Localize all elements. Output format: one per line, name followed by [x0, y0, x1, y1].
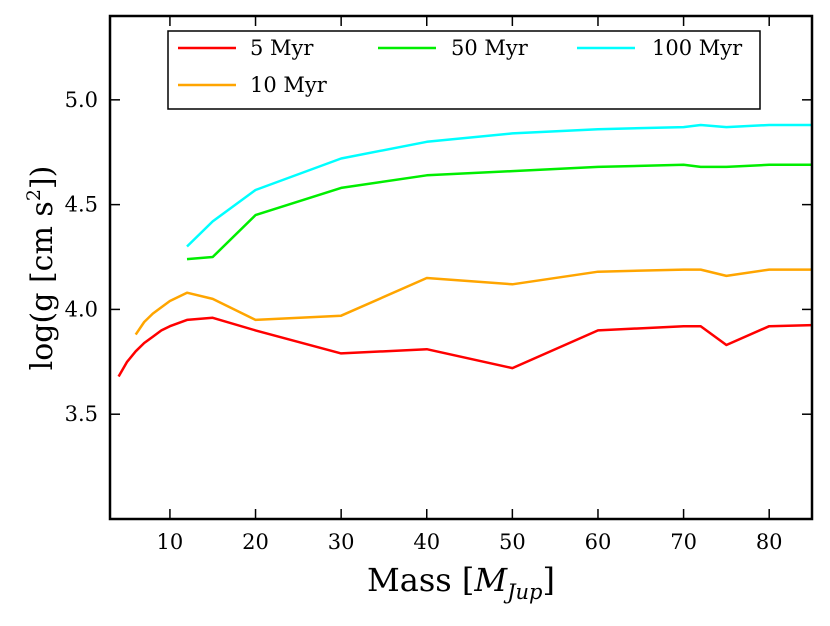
legend-label-5-myr: 5 Myr: [250, 36, 314, 60]
x-tick-label: 60: [585, 530, 612, 554]
x-axis-title-sub: Jup: [503, 580, 542, 604]
y-axis-title-close: ]): [25, 166, 60, 189]
legend-label-10-myr: 10 Myr: [250, 73, 328, 97]
y-tick-label: 4.0: [65, 297, 98, 321]
x-tick-label: 80: [756, 530, 783, 554]
x-tick-label: 30: [328, 530, 355, 554]
series-line-50-myr: [186, 163, 812, 261]
x-tick-label: 50: [499, 530, 526, 554]
ticks-layer: 10 20 30 40 50 60 70 80 3.5 4.0 4.5 5.0: [65, 16, 812, 554]
series-layer: [117, 123, 813, 378]
legend: 5 Myr 10 Myr 50 Myr 100 Myr: [167, 30, 761, 110]
legend-label-50-myr: 50 Myr: [451, 36, 529, 60]
x-axis-title-text: Mass [: [367, 561, 474, 599]
x-axis-title: Mass [MJup]: [367, 561, 555, 604]
y-axis-title: log(g [cm s2]): [23, 166, 60, 371]
x-tick-label: 40: [413, 530, 440, 554]
series-line-100-myr: [186, 123, 812, 248]
y-tick-label: 5.0: [65, 88, 98, 112]
x-axis-title-var: M: [473, 561, 508, 599]
x-axis-title-close: ]: [543, 561, 555, 599]
plot-frame: [108, 14, 814, 521]
legend-label-100-myr: 100 Myr: [652, 36, 743, 60]
y-tick-label: 3.5: [65, 402, 98, 426]
series-line-10-myr: [134, 268, 812, 336]
x-tick-label: 10: [157, 530, 184, 554]
x-tick-label: 20: [242, 530, 269, 554]
series-line-5-myr: [117, 316, 813, 378]
y-tick-label: 4.5: [65, 193, 98, 217]
y-axis-title-text: log(g [cm s: [25, 201, 60, 370]
legend-box: [167, 30, 761, 110]
x-tick-label: 70: [670, 530, 697, 554]
y-axis-title-sup: 2: [23, 189, 45, 201]
